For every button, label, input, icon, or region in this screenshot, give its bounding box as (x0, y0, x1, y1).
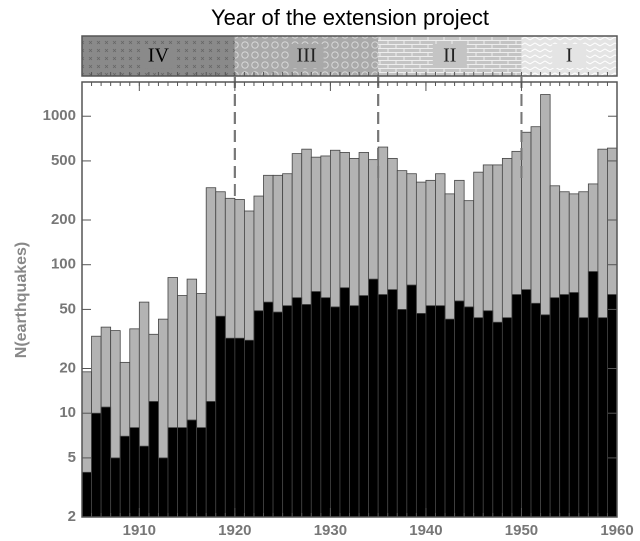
bar (282, 305, 293, 518)
y-tick-label: 1000 (43, 107, 76, 124)
bar (320, 297, 331, 518)
bar (406, 284, 417, 518)
bar (435, 305, 446, 518)
bar (511, 294, 522, 518)
x-tick-label: 1920 (218, 522, 251, 539)
bar (425, 305, 436, 518)
bar (129, 427, 140, 518)
bar (482, 310, 494, 518)
x-tick-label: 1940 (409, 522, 442, 539)
bar (244, 339, 255, 518)
bar (196, 427, 207, 518)
bar (492, 321, 503, 518)
segment-label: II (443, 45, 456, 67)
bar (301, 304, 312, 518)
top-panel-title: Year of the extension project (211, 5, 489, 30)
segment-label-bg (432, 44, 467, 68)
bar (263, 301, 274, 518)
bar (205, 401, 217, 518)
bar (444, 318, 455, 518)
bar (540, 314, 551, 518)
bar (81, 471, 92, 518)
x-tick-label: 1960 (600, 522, 633, 539)
bar (215, 315, 226, 518)
bar (339, 287, 350, 518)
y-tick-label: 20 (59, 359, 76, 376)
bar (310, 291, 322, 518)
bar (597, 317, 608, 518)
bar (607, 294, 618, 518)
bar (148, 401, 159, 518)
bar (272, 311, 284, 518)
y-tick-label: 100 (51, 256, 76, 273)
bar (568, 292, 580, 518)
segment-label-bg (552, 44, 587, 68)
bar (158, 457, 169, 518)
y-tick-label: 50 (59, 300, 76, 317)
bar (349, 305, 360, 518)
y-tick-label: 2 (68, 508, 76, 525)
bar (138, 445, 150, 518)
y-axis-label: N(earthquakes) (13, 242, 30, 358)
bar (119, 435, 131, 518)
segment-label-bg (289, 44, 324, 68)
y-tick-label: 5 (68, 449, 76, 466)
bar (358, 295, 370, 518)
bar (368, 278, 379, 518)
bar (463, 306, 475, 518)
bar (549, 297, 561, 518)
bar (377, 294, 389, 518)
y-tick-label: 200 (51, 211, 76, 228)
x-tick-label: 1950 (505, 522, 538, 539)
segment-label: I (566, 45, 573, 67)
bar (578, 317, 589, 518)
segment-label: IV (148, 45, 170, 67)
bar (559, 294, 570, 518)
bar (253, 310, 264, 518)
y-tick-label: 500 (51, 152, 76, 169)
bar (167, 427, 178, 518)
bar (110, 457, 121, 518)
bar (224, 337, 236, 518)
bar (91, 412, 102, 518)
bar (521, 289, 532, 518)
segment-label: III (297, 45, 317, 67)
y-tick-label: 10 (59, 404, 76, 421)
bar (396, 309, 408, 518)
bar (473, 317, 484, 518)
x-tick-label: 1910 (123, 522, 156, 539)
bar (234, 337, 245, 518)
bar (454, 300, 465, 518)
bar (186, 419, 198, 518)
bar (100, 406, 112, 518)
bar (530, 302, 541, 518)
bar (291, 297, 303, 518)
bar (177, 427, 188, 518)
segment-label-bg (141, 44, 176, 68)
bar (587, 271, 599, 518)
bar (329, 306, 341, 518)
bar (415, 313, 427, 518)
x-tick-label: 1930 (314, 522, 347, 539)
bar (501, 317, 513, 518)
bar (387, 289, 398, 518)
